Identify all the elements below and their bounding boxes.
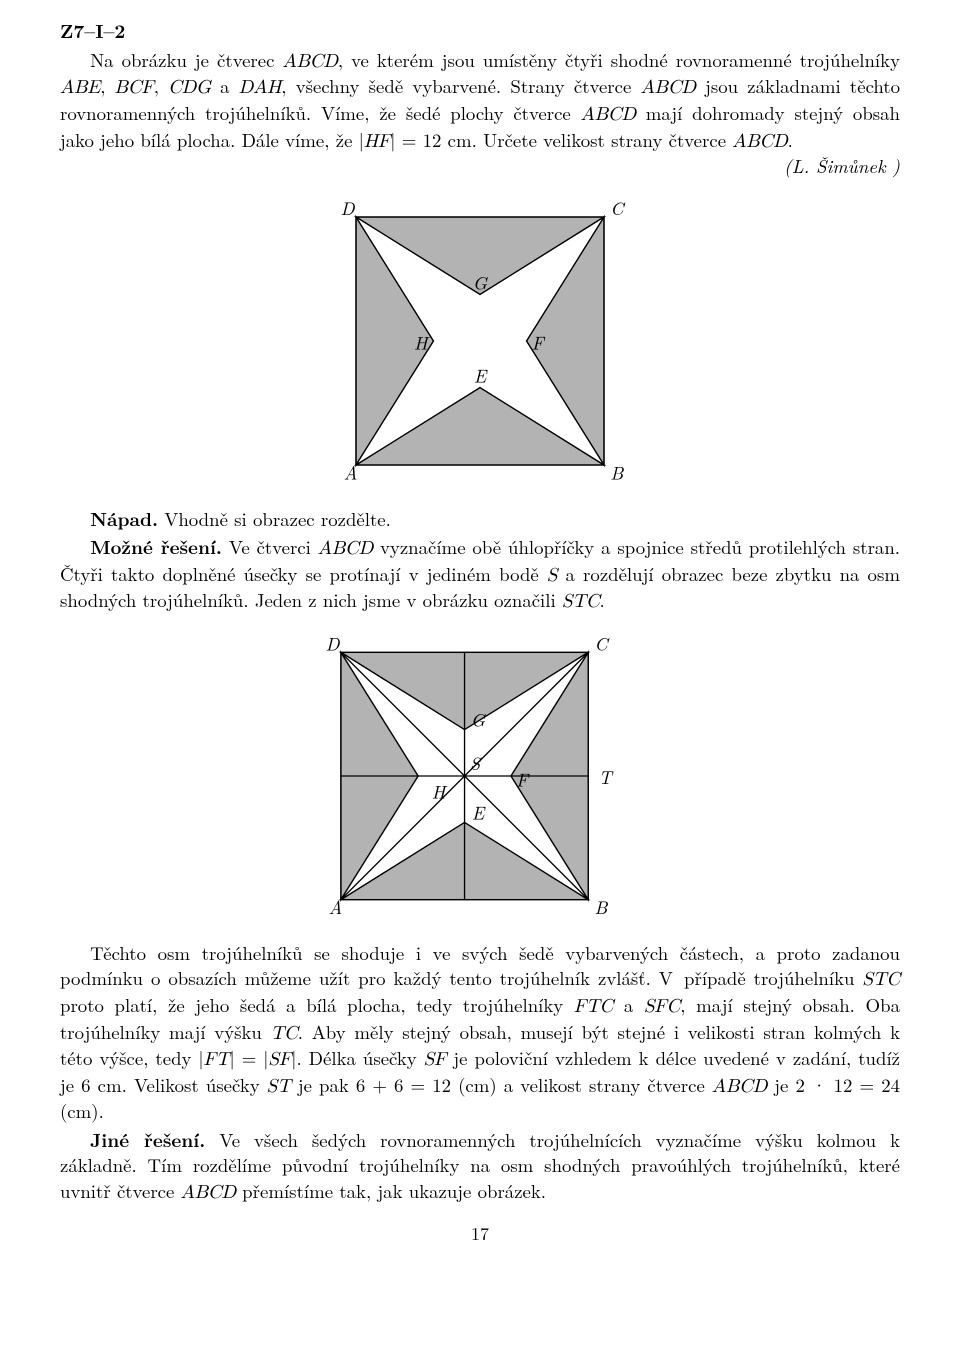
conclusion-text: Těchto osm trojúhelníků se shoduje i ve … <box>60 940 900 1124</box>
fig2-label-S: S <box>470 750 482 776</box>
fig2-label-D: D <box>325 630 340 656</box>
figure-2: A B C D E F G H S T <box>60 621 900 931</box>
hint-label: Nápad. <box>90 505 158 532</box>
solution-paragraph: Možné řešení. Ve čtverci ABCD vyznačíme … <box>60 534 900 615</box>
fig2-label-E: E <box>472 799 486 825</box>
fig1-label-G: G <box>473 269 489 295</box>
fig1-label-C: C <box>610 195 626 221</box>
solution-label: Možné řešení. <box>90 533 222 560</box>
problem-id: Z7–I–2 <box>60 18 900 44</box>
fig2-label-A: A <box>329 894 343 920</box>
fig2-label-H: H <box>432 779 448 805</box>
hint-text: Vhodně si obrazec rozdělte. <box>158 506 391 532</box>
fig2-label-B: B <box>594 894 608 920</box>
credit: (L. Šimůnek ) <box>754 154 900 180</box>
fig1-label-F: F <box>532 329 546 355</box>
fig2-label-C: C <box>594 630 610 656</box>
fig2-label-T: T <box>598 764 613 790</box>
figure-1: A B C D E F G H <box>60 186 900 496</box>
fig1-label-E: E <box>474 362 488 388</box>
hint-paragraph: Nápad. Vhodně si obrazec rozdělte. <box>60 506 900 533</box>
problem-text: Na obrázku je čtverec ABCD, ve kterém js… <box>60 47 900 153</box>
fig1-label-A: A <box>344 459 358 485</box>
fig2-label-F: F <box>516 766 530 792</box>
alt-solution-paragraph: Jiné řešení. Ve všech šedých rovnoramenn… <box>60 1127 900 1206</box>
alt-solution-label: Jiné řešení. <box>90 1126 205 1153</box>
conclusion-paragraph: Těchto osm trojúhelníků se shoduje i ve … <box>60 941 900 1125</box>
fig1-label-H: H <box>414 329 430 355</box>
fig2-label-G: G <box>471 706 487 732</box>
problem-statement: Na obrázku je čtverec ABCD, ve kterém js… <box>60 48 900 154</box>
page-number: 17 <box>60 1222 900 1246</box>
fig1-label-B: B <box>610 459 624 485</box>
fig1-label-D: D <box>341 195 356 221</box>
